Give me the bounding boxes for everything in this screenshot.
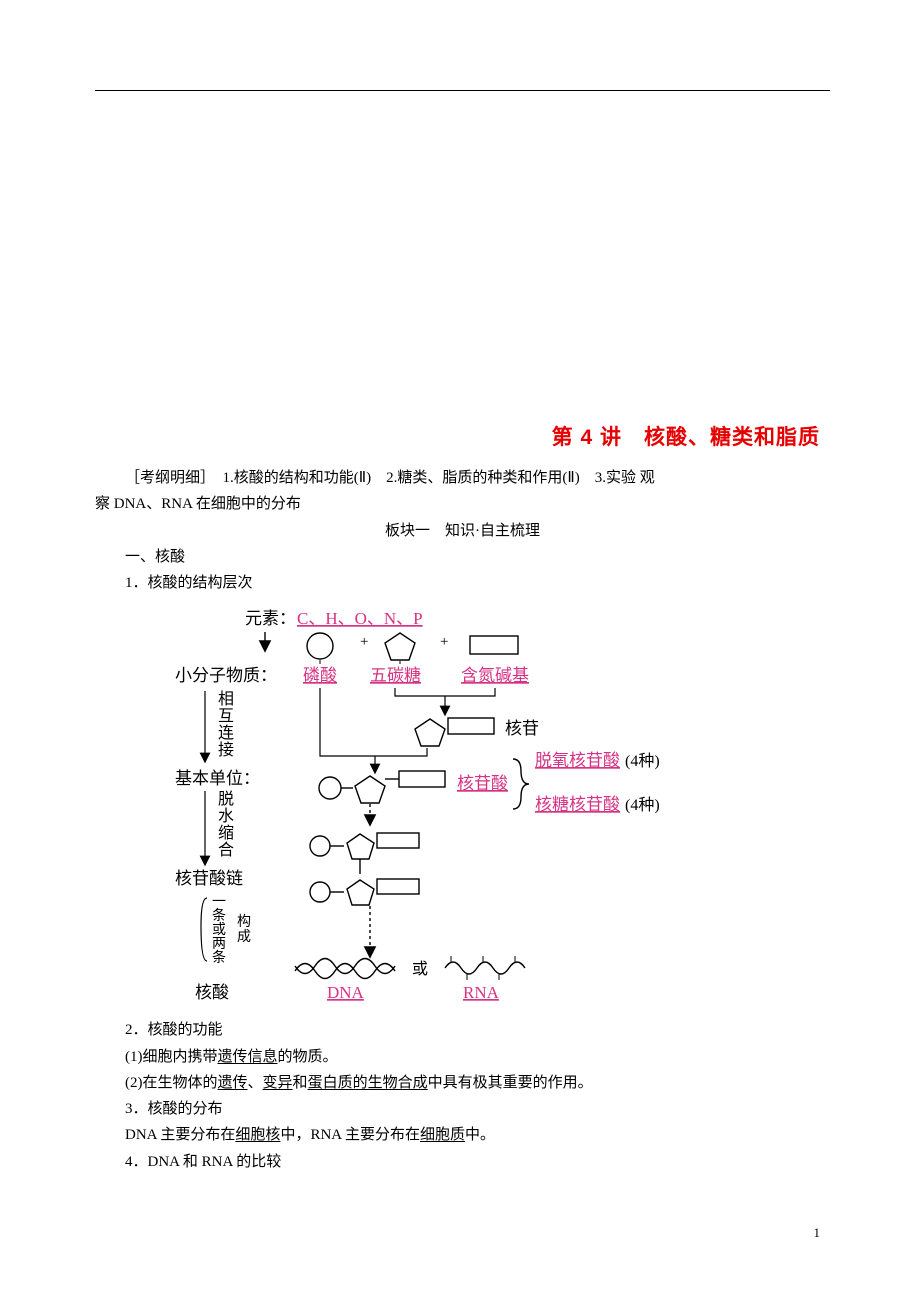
d-small: 小分子物质： [175, 666, 277, 685]
d-dehyd: 脱水缩合 [218, 790, 234, 859]
d-nucleic: 核酸 [195, 983, 229, 1002]
distribution: DNA 主要分布在细胞核中，RNA 主要分布在细胞质中。 [95, 1122, 830, 1148]
syllabus-line-1: ［考纲明细］ 1.核酸的结构和功能(Ⅱ) 2.糖类、脂质的种类和作用(Ⅱ) 3.… [95, 465, 830, 491]
plus-1: + [360, 634, 368, 650]
d-nucleoside: 核苷 [505, 719, 539, 738]
d-ribo: 核糖核苷酸 [535, 795, 620, 814]
dist-u2: 细胞质 [420, 1127, 465, 1143]
dna-icon [295, 959, 395, 979]
d-nucleotide: 核苷酸 [457, 774, 508, 793]
fn2-u3: 蛋白质的生物合成 [308, 1075, 428, 1091]
d-chain-note: 一条或两条 [212, 895, 226, 966]
item-1-3: 3．核酸的分布 [95, 1096, 830, 1122]
fn2-post: 中具有极其重要的作用。 [428, 1075, 593, 1091]
fn2-u2: 变异 [263, 1075, 293, 1091]
top-rule [95, 90, 830, 91]
function-1: (1)细胞内携带遗传信息的物质。 [95, 1044, 830, 1070]
board-heading: 板块一 知识·自主梳理 [95, 518, 830, 544]
d-four-2: (4种) [625, 796, 660, 814]
d-dna: DNA [327, 983, 365, 1002]
dist-mid: 中，RNA 主要分布在 [280, 1127, 420, 1143]
lesson-title: 第 4 讲 核酸、糖类和脂质 [552, 426, 820, 449]
fn1-post: 的物质。 [278, 1049, 338, 1065]
fn1-pre: (1)细胞内携带 [125, 1049, 218, 1065]
d-chain: 核苷酸链 [175, 869, 243, 888]
item-1-2: 2．核酸的功能 [95, 1017, 830, 1043]
function-2: (2)在生物体的遗传、变异和蛋白质的生物合成中具有极其重要的作用。 [95, 1070, 830, 1096]
dist-post: 中。 [465, 1127, 495, 1143]
syllabus-line-2: 察 DNA、RNA 在细胞中的分布 [95, 491, 830, 517]
page-number: 1 [95, 1225, 830, 1241]
fn2-pre: (2)在生物体的 [125, 1075, 218, 1091]
d-pentose: 五碳糖 [370, 666, 421, 685]
dist-u1: 细胞核 [235, 1127, 280, 1143]
nucleic-acid-diagram: 元素： C、H、O、N、P + + 小分子物质： 磷酸 五碳糖 含氮碱基 相互连… [165, 606, 830, 1011]
phosphate-icon [307, 633, 333, 659]
base-icon [470, 636, 518, 654]
pentose-icon [385, 633, 415, 660]
title-row: 第 4 讲 核酸、糖类和脂质 [95, 421, 830, 451]
d-phosphate: 磷酸 [303, 666, 337, 685]
fn2-mid1: 、 [248, 1075, 263, 1091]
item-1-1: 1．核酸的结构层次 [95, 570, 830, 596]
d-deoxy: 脱氧核苷酸 [535, 751, 620, 770]
rna-icon [445, 962, 525, 974]
d-baseunit: 基本单位： [175, 769, 260, 788]
d-elements: C、H、O、N、P [297, 609, 423, 628]
dist-pre: DNA 主要分布在 [125, 1127, 235, 1143]
d-base: 含氮碱基 [461, 666, 529, 685]
d-elements-label: 元素： [245, 609, 296, 628]
d-compose: 构成 [237, 914, 251, 945]
fn2-u1: 遗传 [218, 1075, 248, 1091]
fn1-u: 遗传信息 [218, 1049, 278, 1065]
plus-2: + [440, 634, 448, 650]
d-or: 或 [412, 960, 428, 978]
d-rna: RNA [463, 983, 500, 1002]
d-linkage: 相互连接 [218, 690, 234, 759]
section-1: 一、核酸 [95, 544, 830, 570]
fn2-mid2: 和 [293, 1075, 308, 1091]
nucleoside-icon [415, 719, 445, 746]
item-1-4: 4．DNA 和 RNA 的比较 [95, 1149, 830, 1175]
d-four-1: (4种) [625, 752, 660, 770]
